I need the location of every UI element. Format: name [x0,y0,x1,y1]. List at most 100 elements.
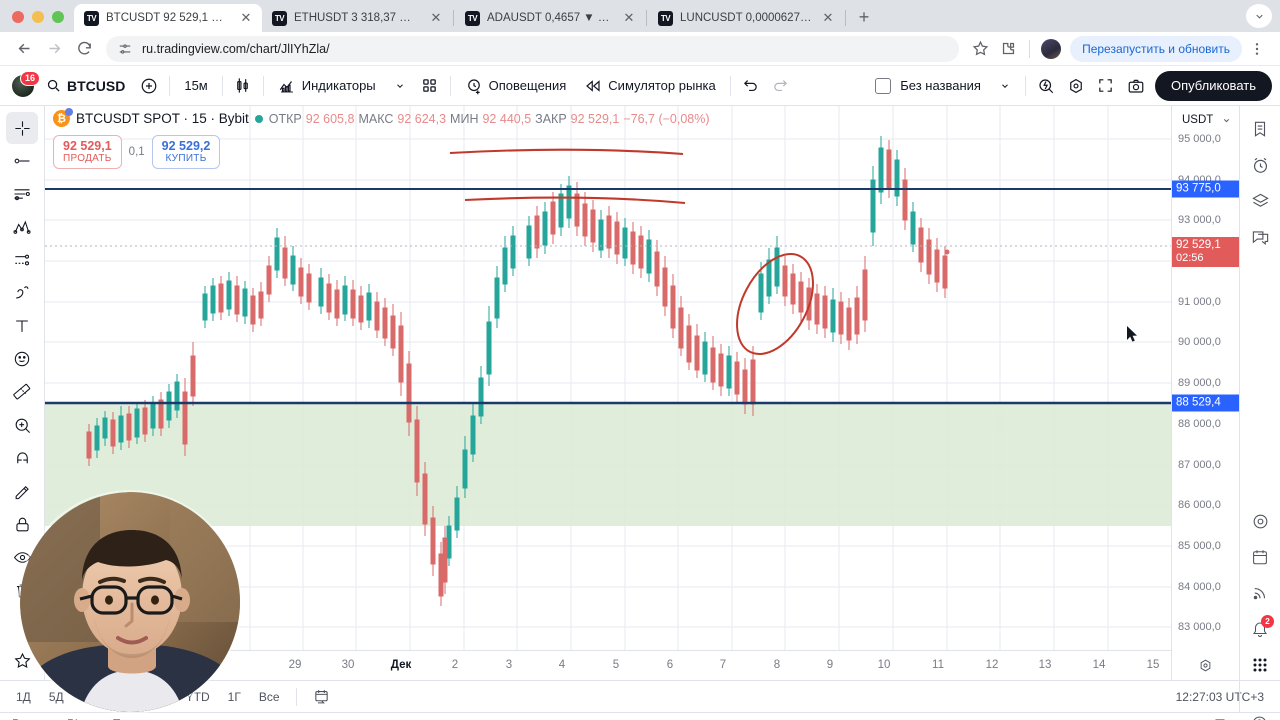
buy-button[interactable]: 92 529,2 КУПИТЬ [151,135,221,169]
drawing-mode-tool[interactable] [6,475,38,507]
browser-tab-1[interactable]: TV ETHUSDT 3 318,37 ▲ +0.01% ✕ [262,4,452,32]
maximize-window-button[interactable] [52,11,64,23]
replay-button[interactable]: Симулятор рынка [575,72,724,100]
watchlist-icon[interactable] [1245,114,1275,144]
legend-title-row[interactable]: ₿ BTCUSDT SPOT · 15 · Bybit ОТКР 92 605,8… [53,108,710,127]
help-icon[interactable] [1251,715,1268,720]
chat-icon[interactable] [1245,222,1275,252]
chart-plot-area[interactable]: ⚡ [45,106,1171,650]
publish-button[interactable]: Опубликовать [1154,70,1272,101]
alerts-clock-icon[interactable] [1245,150,1275,180]
news-icon[interactable] [1245,578,1275,608]
add-symbol-button[interactable] [134,72,164,100]
fib-pattern-tool[interactable] [6,211,38,243]
search-icon [47,79,60,92]
indicators-button[interactable]: Индикаторы [269,72,385,100]
sell-button[interactable]: 92 529,1 ПРОДАТЬ [53,135,122,169]
upper-resistance-trendline [449,148,684,156]
cross-cursor-tool[interactable] [6,112,38,144]
emoji-tool[interactable] [6,343,38,375]
favorites-tool[interactable] [6,644,38,676]
support-price-label[interactable]: 88 529,4 [1172,394,1239,412]
timeframe-1y[interactable]: 1Г [227,689,241,704]
resistance-price-label[interactable]: 93 775,0 [1172,180,1239,198]
interval-button[interactable]: 15м [184,78,208,93]
candles-icon[interactable] [228,72,258,100]
minimize-window-button[interactable] [32,11,44,23]
close-icon[interactable]: ✕ [430,10,442,25]
chevron-up-icon[interactable] [1185,717,1199,720]
header-divider [1024,75,1026,96]
time-tick: 5 [612,659,620,671]
lock-drawings-tool[interactable] [6,508,38,540]
timeframe-5d[interactable]: 5Д [48,689,64,704]
alerts-button[interactable]: Оповещения [456,72,576,100]
redo-icon[interactable] [766,72,796,100]
time-scale[interactable]: 29 30 Дек 2 3 4 5 6 7 8 9 10 11 12 13 14… [45,650,1211,680]
gear-icon[interactable] [1061,72,1091,100]
date-range-button[interactable] [305,685,338,708]
close-icon[interactable]: ✕ [822,10,834,25]
time-scale-settings-button[interactable] [1171,650,1239,680]
horizontal-lines-tool[interactable] [6,178,38,210]
price-tick: 89 000,0 [1178,377,1221,389]
address-bar[interactable]: ru.tradingview.com/chart/JlIYhZla/ [106,35,960,62]
fullscreen-icon[interactable] [1091,72,1121,100]
price-scale-unit-selector[interactable]: USDT [1178,110,1235,130]
back-arrow-icon[interactable] [10,35,38,63]
measure-tool[interactable] [6,376,38,408]
browser-tab-0[interactable]: TV BTCUSDT 92 529,1 ▼ –0.16% ✕ [74,4,262,32]
new-tab-button[interactable]: + [858,6,870,27]
tab-title: BTCUSDT 92 529,1 ▼ –0.16% [106,12,231,24]
browser-tab-2[interactable]: TV ADAUSDT 0,4657 ▼ –0.83% ✕ [455,4,645,32]
quick-search-icon[interactable] [1031,72,1061,100]
tab-search-chevron-down-icon[interactable] [1246,4,1272,28]
timeframe-1d[interactable]: 1Д [16,689,31,704]
symbol-search-button[interactable]: BTCUSD [40,72,134,100]
tab-divider [646,10,647,26]
close-icon[interactable]: ✕ [623,10,635,25]
trend-line-tool[interactable] [6,145,38,177]
ideas-icon[interactable] [1245,506,1275,536]
current-price-label[interactable]: 92 529,1 02:56 [1172,237,1239,267]
forward-arrow-icon[interactable] [40,35,68,63]
site-settings-icon[interactable] [118,42,132,56]
browser-tab-3[interactable]: TV LUNCUSDT 0,00006277 ▲ +0. ✕ [648,4,844,32]
kebab-menu-icon[interactable] [1244,36,1270,62]
avatar[interactable] [1038,36,1064,62]
close-window-button[interactable] [12,11,24,23]
chevron-down-icon[interactable] [990,72,1020,100]
text-tool[interactable] [6,310,38,342]
time-tick: 12 [985,659,999,671]
star-icon[interactable] [967,36,993,62]
trading-panel-tab[interactable]: Торговая панель [113,717,206,720]
timeframe-all[interactable]: Все [258,689,280,704]
restart-update-button[interactable]: Перезапустить и обновить [1070,35,1242,62]
price-tick: 90 000,0 [1178,336,1221,348]
price-scale[interactable]: USDT 95 000,0 94 000,0 93 000,0 92 000,0… [1171,106,1239,650]
time-tick: 4 [558,659,566,671]
calendar-icon[interactable] [1245,542,1275,572]
pine-editor-tab[interactable]: Редактор Pine [12,717,91,720]
tradingview-logo[interactable]: 16 [6,69,40,103]
brush-tool[interactable] [6,277,38,309]
apps-grid-icon[interactable] [1245,650,1275,680]
layout-save-checkbox[interactable] [875,77,892,94]
layout-name-button[interactable]: Без названия [900,78,981,93]
zoom-tool[interactable] [6,409,38,441]
prediction-tool[interactable] [6,244,38,276]
extensions-icon[interactable] [995,36,1021,62]
grid-icon[interactable] [415,72,445,100]
tab-divider [845,10,846,26]
expand-panel-icon[interactable] [1213,717,1227,720]
close-icon[interactable]: ✕ [240,10,252,25]
reload-icon[interactable] [70,35,98,63]
camera-icon[interactable] [1121,72,1151,100]
data-window-icon[interactable] [1245,186,1275,216]
undo-icon[interactable] [736,72,766,100]
magnet-tool[interactable] [6,442,38,474]
notifications-icon[interactable]: 2 [1245,614,1275,644]
chevron-down-icon[interactable] [385,72,415,100]
